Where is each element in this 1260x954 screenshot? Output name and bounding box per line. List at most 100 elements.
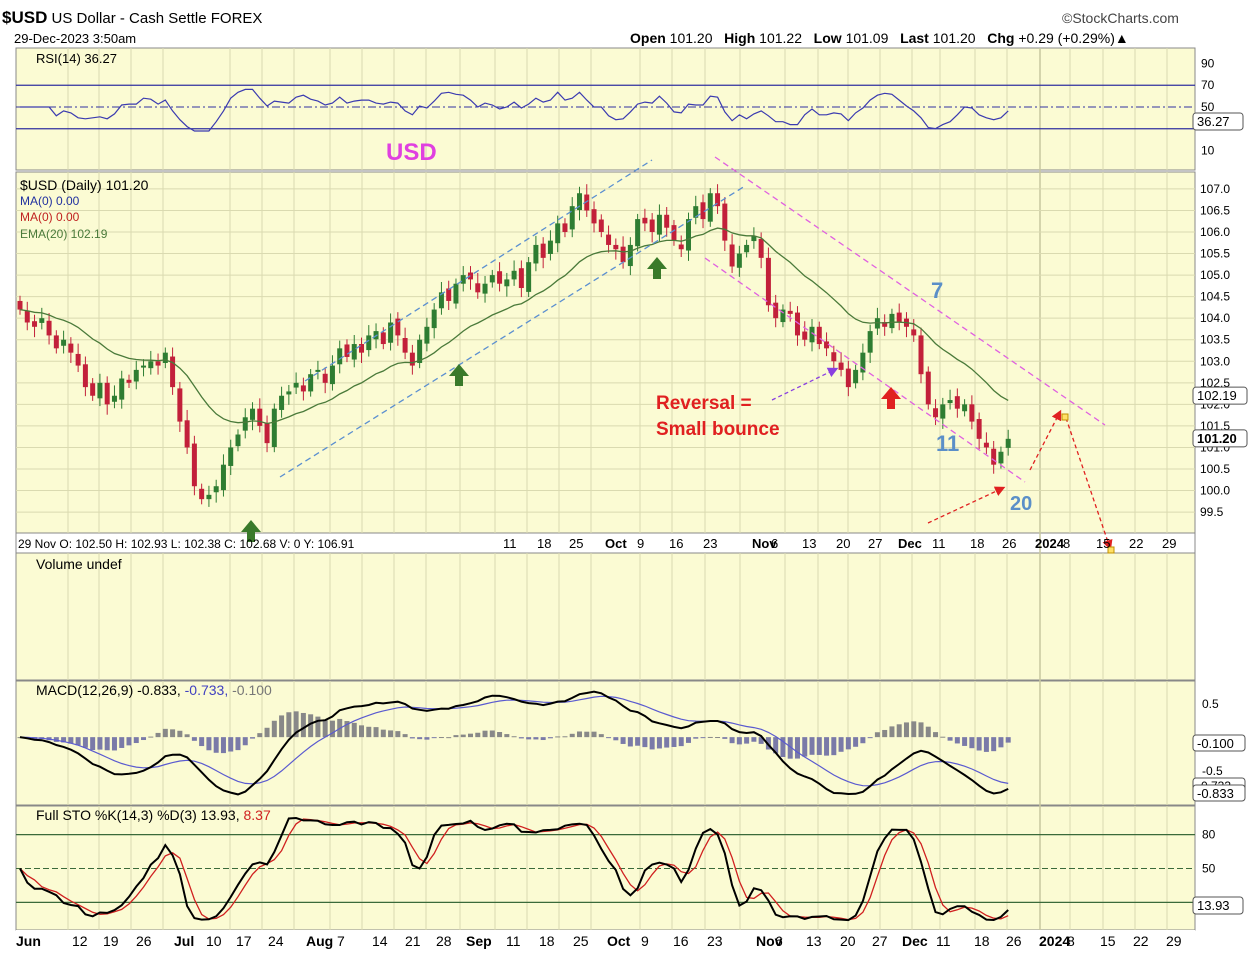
macd-hist-bar xyxy=(685,737,691,743)
price-tick-label: 104.5 xyxy=(1200,290,1230,304)
x-axis-label: 25 xyxy=(573,933,589,949)
macd-hist-bar xyxy=(409,737,415,739)
candle-body xyxy=(889,313,895,329)
down-channel-top xyxy=(714,156,1106,426)
candle-body xyxy=(359,344,365,353)
macd-legend: MACD(12,26,9) -0.833, -0.733, -0.100 xyxy=(36,682,272,698)
projection-arrow-2 xyxy=(1029,409,1062,471)
macd-hist-bar xyxy=(460,734,466,738)
macd-hist-bar xyxy=(903,722,909,738)
candle-body xyxy=(925,371,931,405)
macd-hist-bar xyxy=(983,737,989,752)
symbol: $USD xyxy=(2,8,48,27)
candle-body xyxy=(344,344,350,357)
macd-hist-bar xyxy=(199,737,205,747)
ohlc-readout: 29 Nov O: 102.50 H: 102.93 L: 102.38 C: … xyxy=(18,537,355,551)
macd-hist-bar xyxy=(954,737,960,744)
candle-body xyxy=(351,344,357,360)
mid-axis-label: 26 xyxy=(1002,536,1016,551)
macd-hist-bar xyxy=(162,728,168,738)
candle-body xyxy=(380,332,386,345)
macd-hist-bar xyxy=(649,737,655,750)
price-tick-label: 100.5 xyxy=(1200,462,1230,476)
macd-hist-bar xyxy=(576,731,582,738)
mid-axis-label: Dec xyxy=(898,536,922,551)
candle-body xyxy=(191,443,197,487)
macd-hist-bar xyxy=(431,737,437,739)
macd-hist-bar xyxy=(940,736,946,738)
price-tick-label: 105.5 xyxy=(1200,247,1230,261)
x-axis-label: 27 xyxy=(872,933,888,949)
macd-hist-bar xyxy=(533,737,539,740)
candle-body xyxy=(460,275,466,284)
candle-body xyxy=(475,283,481,293)
sto-value-tag: 13.93 xyxy=(1197,898,1230,913)
date-strip xyxy=(15,532,1196,554)
candle-body xyxy=(998,451,1004,464)
candle-body xyxy=(453,283,459,304)
macd-tick-label: -0.5 xyxy=(1202,764,1223,778)
reversal-label: Reversal = xyxy=(656,393,752,414)
candle-body xyxy=(39,318,45,323)
rsi-legend: RSI(14) 36.27 xyxy=(36,51,117,66)
candle-body xyxy=(1005,438,1011,448)
price-tick-label: 107.0 xyxy=(1200,182,1230,196)
candle-body xyxy=(860,352,866,373)
candle-body xyxy=(133,369,139,382)
candle-body xyxy=(693,206,699,218)
down-channel-bottom xyxy=(704,257,1026,483)
x-axis-label: 6 xyxy=(775,933,783,949)
candle-body xyxy=(446,288,452,301)
candle-body xyxy=(722,203,728,241)
exchange: FOREX xyxy=(210,10,263,27)
macd-hist-bar xyxy=(707,736,713,738)
macd-hist-bar xyxy=(228,737,234,752)
macd-hist-bar xyxy=(322,720,328,738)
x-axis-label: 16 xyxy=(673,933,689,949)
sto-k-line xyxy=(19,816,1009,922)
candle-body xyxy=(765,257,771,306)
sto-legend: Full STO %K(14,3) %D(3) 13.93, 8.37 xyxy=(36,807,271,823)
macd-hist-bar xyxy=(468,733,474,738)
candle-body xyxy=(591,209,597,224)
candle-body xyxy=(824,341,830,349)
macd-hist-bar xyxy=(758,737,764,744)
macd-hist-bar xyxy=(170,729,176,738)
macd-hist-bar xyxy=(933,732,939,738)
price-tick-label: 103.0 xyxy=(1200,354,1230,368)
candle-body xyxy=(635,219,641,247)
macd-hist-bar xyxy=(119,737,125,748)
price-tick-label: 102.5 xyxy=(1200,376,1230,390)
candle-body xyxy=(409,352,415,366)
candle-body xyxy=(584,194,590,211)
macd-hist-bar xyxy=(126,737,132,746)
mid-axis-label: 15 xyxy=(1096,536,1110,551)
ma1-legend: MA(0) 0.00 xyxy=(20,194,80,208)
macd-hist-bar xyxy=(962,737,968,746)
x-axis-label: 12 xyxy=(72,933,88,949)
candle-body xyxy=(155,361,161,366)
macd-hist-bar xyxy=(635,737,641,746)
macd-hist-bar xyxy=(925,726,931,738)
candle-body xyxy=(853,369,859,384)
candle-body xyxy=(518,268,524,289)
macd-hist-bar xyxy=(547,737,553,739)
candle-body xyxy=(685,219,691,251)
macd-hist-bar xyxy=(1005,737,1011,743)
macd-hist-bar xyxy=(373,727,379,738)
candle-body xyxy=(969,404,975,422)
mid-axis-label: 16 xyxy=(669,536,683,551)
candle-body xyxy=(286,391,292,395)
macd-hist-bar xyxy=(184,734,190,738)
candle-body xyxy=(656,214,662,235)
macd-hist-bar xyxy=(279,715,285,738)
macd-hist-bar xyxy=(780,737,786,757)
macd-hist-bar xyxy=(504,734,510,738)
macd-tick-label: 0.5 xyxy=(1202,697,1219,711)
macd-hist-bar xyxy=(111,737,117,751)
candle-body xyxy=(388,322,394,343)
brand-logo: ©StockCharts.com xyxy=(1062,10,1179,26)
macd-hist-bar xyxy=(882,729,888,738)
x-axis-label: 18 xyxy=(974,933,990,949)
macd-hist-bar xyxy=(787,737,793,759)
